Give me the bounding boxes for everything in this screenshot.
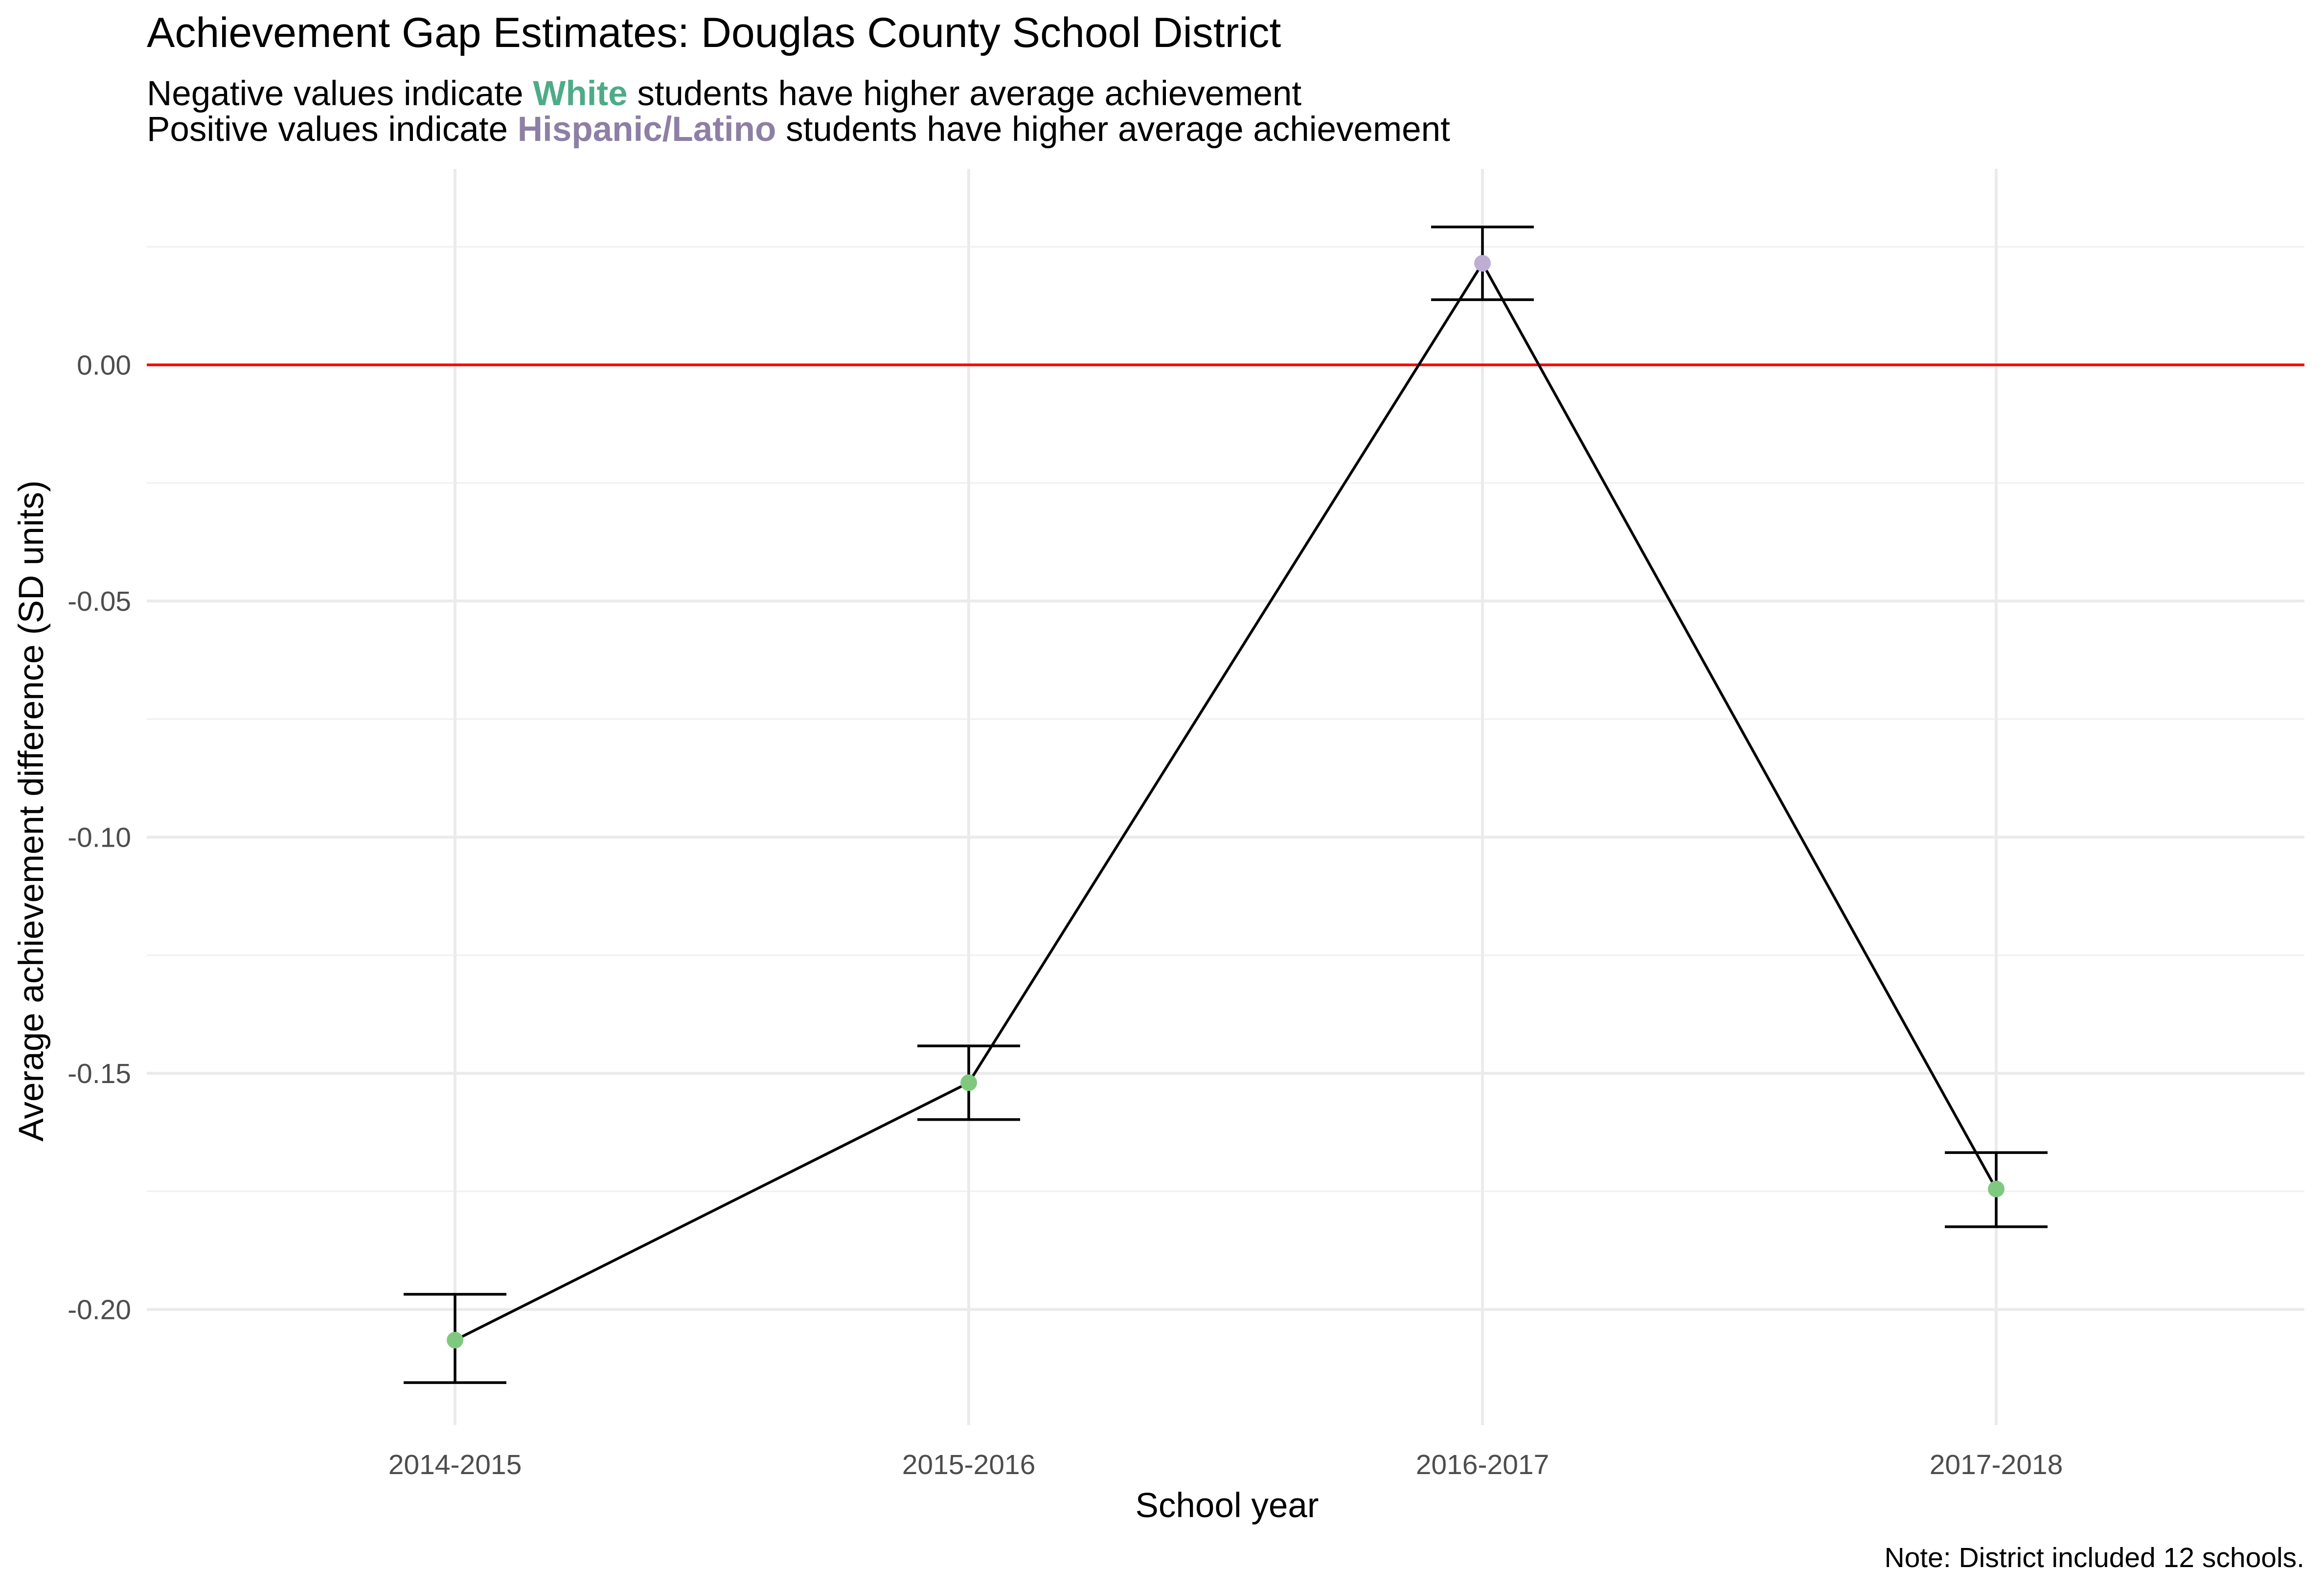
subtitle-1-highlight-white: White — [533, 74, 627, 113]
data-point — [447, 1332, 463, 1349]
data-point — [1988, 1180, 2005, 1198]
x-axis-title: School year — [1136, 1486, 1319, 1525]
data-point — [960, 1074, 977, 1091]
subtitle-1-prefix: Negative values indicate — [147, 74, 533, 113]
x-tick-label: 2015-2016 — [902, 1449, 1036, 1480]
y-tick-label: 0.00 — [77, 349, 131, 381]
y-tick-label: -0.05 — [68, 586, 131, 617]
subtitle-2-highlight-hispanic: Hispanic/Latino — [518, 110, 776, 149]
x-tick-label: 2016-2017 — [1416, 1449, 1549, 1480]
chart-title: Achievement Gap Estimates: Douglas Count… — [147, 9, 1281, 56]
y-tick-labels: -0.20 -0.15 -0.10 -0.05 0.00 — [68, 349, 131, 1325]
y-axis-title: Average achievement difference (SD units… — [12, 480, 51, 1141]
subtitle-1-suffix: students have higher average achievement — [628, 74, 1302, 113]
subtitle-2-suffix: students have higher average achievement — [776, 110, 1450, 149]
series-line — [454, 260, 1998, 1341]
subtitle-2-prefix: Positive values indicate — [147, 110, 518, 149]
x-tick-labels: 2014-2015 2015-2016 2016-2017 2017-2018 — [388, 1449, 2063, 1480]
subtitle-line-1: Negative values indicate White students … — [147, 74, 1301, 113]
data-points — [447, 255, 2005, 1349]
y-tick-label: -0.20 — [68, 1294, 131, 1326]
y-tick-label: -0.10 — [68, 822, 131, 854]
subtitle-line-2: Positive values indicate Hispanic/Latino… — [147, 110, 1450, 149]
caption-note: Note: District included 12 schools. — [1884, 1542, 2304, 1573]
x-tick-label: 2017-2018 — [1930, 1449, 2063, 1480]
y-tick-label: -0.15 — [68, 1058, 131, 1089]
x-tick-label: 2014-2015 — [388, 1449, 522, 1480]
data-point — [1474, 255, 1491, 272]
